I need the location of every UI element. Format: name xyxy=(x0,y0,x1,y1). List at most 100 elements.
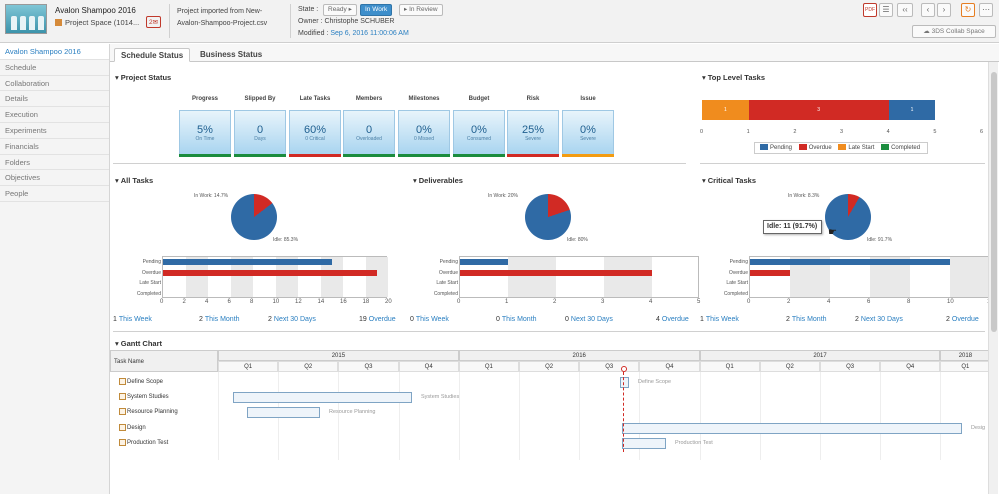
gantt-bar[interactable] xyxy=(620,377,629,388)
footer-stat-link[interactable]: 0 This Month xyxy=(496,316,537,323)
sidebar-item-details[interactable]: Details xyxy=(0,91,109,108)
pdf-icon[interactable]: PDF xyxy=(863,3,877,17)
kpi-budget-tile[interactable]: 0% Consumed xyxy=(453,110,505,157)
gantt-task-row[interactable]: Production Test xyxy=(112,436,216,450)
state-inwork-button[interactable]: In Work xyxy=(360,4,393,16)
footer-stat-link[interactable]: 2 Next 30 Days xyxy=(268,316,316,323)
kpi-status-bar xyxy=(343,154,395,157)
footer-count: 2 xyxy=(268,316,272,323)
bar-row-label: Completed xyxy=(433,290,458,297)
state-inreview-button[interactable]: ▸ In Review xyxy=(399,4,443,16)
vertical-scrollbar[interactable] xyxy=(988,62,998,494)
sidebar-item-schedule[interactable]: Schedule xyxy=(0,60,109,76)
gantt-bar-label: Production Test xyxy=(675,439,713,446)
footer-stat-link[interactable]: 19 Overdue xyxy=(359,316,396,323)
axis-tick-label: 0 xyxy=(160,299,164,305)
top-level-bar-segment: 1 xyxy=(702,100,749,120)
kpi-late-tile[interactable]: 60% 0 Critical xyxy=(289,110,341,157)
footer-stat-link[interactable]: 1 This Week xyxy=(700,316,739,323)
footer-stat-link[interactable]: 2 This Month xyxy=(199,316,240,323)
gantt-bar[interactable] xyxy=(622,437,666,449)
pie-label: Idle: 91.7% xyxy=(867,237,893,243)
notification-badge[interactable]: 2✉ xyxy=(146,16,162,28)
footer-stat-link[interactable]: 0 This Week xyxy=(410,316,449,323)
gantt-bar[interactable] xyxy=(622,422,962,434)
footer-stat-link[interactable]: 2 This Month xyxy=(786,316,827,323)
axis-tick-label: 2 xyxy=(793,129,797,135)
footer-label: This Month xyxy=(501,316,537,323)
pie-chart xyxy=(231,194,277,240)
sidebar-item-folders[interactable]: Folders xyxy=(0,155,109,171)
task-icon xyxy=(119,438,126,446)
grid-band xyxy=(320,257,343,297)
pie-label: In Work: 8.3% xyxy=(788,193,820,199)
pie-chart xyxy=(825,194,871,240)
prev-icon[interactable]: ‹ xyxy=(921,3,935,17)
deliverables-title[interactable]: Deliverables xyxy=(413,176,463,185)
gantt-task-row[interactable]: Define Scope xyxy=(112,375,216,389)
footer-count: 1 xyxy=(700,316,704,323)
footer-count: 2 xyxy=(855,316,859,323)
footer-stat-link[interactable]: 2 Overdue xyxy=(946,316,979,323)
scrollbar-thumb[interactable] xyxy=(991,72,997,332)
sidebar-item-objectives[interactable]: Objectives xyxy=(0,170,109,187)
project-status-title[interactable]: Project Status xyxy=(115,73,171,82)
more-icon[interactable]: ⋯ xyxy=(979,3,993,17)
next-icon[interactable]: › xyxy=(937,3,951,17)
data-bar xyxy=(163,269,377,276)
collapse-icon[interactable]: ‹‹ xyxy=(897,3,913,17)
gantt-bar-label: Resource Planning xyxy=(329,409,376,416)
gantt-task-name-header[interactable]: Task Name xyxy=(110,350,218,372)
footer-stat-link[interactable]: 4 Overdue xyxy=(656,316,689,323)
axis-tick-label: 20 xyxy=(385,299,392,305)
axis-tick-label: 5 xyxy=(697,299,701,305)
footer-count: 2 xyxy=(199,316,203,323)
axis-tick-label: 0 xyxy=(700,129,704,135)
all-tasks-title[interactable]: All Tasks xyxy=(115,176,153,185)
gantt-grid-line xyxy=(579,372,581,460)
sidebar-item-people[interactable]: People xyxy=(0,186,109,202)
kpi-progress-tile[interactable]: 5% On Time xyxy=(179,110,231,157)
task-icon xyxy=(119,408,126,416)
project-space[interactable]: Project Space (1014... xyxy=(55,18,139,27)
refresh-icon[interactable]: ↻ xyxy=(961,3,975,17)
gantt-quarter-header: Q2 xyxy=(278,361,339,372)
sidebar-item-project[interactable]: Avalon Shampoo 2016 xyxy=(0,44,109,60)
axis-tick-label: 10 xyxy=(272,299,280,305)
kpi-members-tile[interactable]: 0 Overloaded xyxy=(343,110,395,157)
collab-space-button[interactable]: ☁ 3DS Collab Space xyxy=(912,25,996,38)
axis-tick-label: 0 xyxy=(457,299,461,305)
tab-schedule-status[interactable]: Schedule Status xyxy=(114,48,191,62)
grid-band xyxy=(185,257,208,297)
state-ready-button[interactable]: Ready ▸ xyxy=(323,4,357,16)
footer-count: 0 xyxy=(496,316,500,323)
kpi-slipped-tile[interactable]: 0 Days xyxy=(234,110,286,157)
kpi-issue-tile[interactable]: 0% Severe xyxy=(562,110,614,157)
top-level-tasks-title[interactable]: Top Level Tasks xyxy=(702,73,765,82)
gantt-task-row[interactable]: Resource Planning xyxy=(112,405,216,419)
critical-tasks-title[interactable]: Critical Tasks xyxy=(702,176,756,185)
gantt-bar[interactable] xyxy=(233,392,412,404)
footer-stat-link[interactable]: 0 Next 30 Days xyxy=(565,316,613,323)
kpi-risk-tile[interactable]: 25% Severe xyxy=(507,110,559,157)
gantt-task-row[interactable]: Design xyxy=(112,421,216,435)
footer-stat-link[interactable]: 1 This Week xyxy=(113,316,152,323)
data-bar xyxy=(460,269,652,276)
tab-business-status[interactable]: Business Status xyxy=(200,50,263,59)
kpi-status-bar xyxy=(179,154,231,157)
sidebar-item-financials[interactable]: Financials xyxy=(0,139,109,155)
project-thumbnail[interactable] xyxy=(5,4,47,34)
menu-icon[interactable]: ☰ xyxy=(879,3,893,17)
axis-tick-label: 12 xyxy=(295,299,302,305)
gantt-title[interactable]: Gantt Chart xyxy=(115,339,162,348)
gantt-task-row[interactable]: System Studies xyxy=(112,390,216,404)
gantt-quarter-header: Q2 xyxy=(759,361,820,372)
sidebar-item-experiments[interactable]: Experiments xyxy=(0,123,109,139)
sidebar-item-execution[interactable]: Execution xyxy=(0,107,109,123)
gantt-bar[interactable] xyxy=(247,407,320,419)
sidebar-item-collaboration[interactable]: Collaboration xyxy=(0,76,109,92)
footer-stat-link[interactable]: 2 Next 30 Days xyxy=(855,316,903,323)
app-header: Avalon Shampoo 2016 Project Space (1014.… xyxy=(0,0,999,43)
kpi-milestones-tile[interactable]: 0% 0 Missed xyxy=(398,110,450,157)
kpi-status-bar xyxy=(507,154,559,157)
